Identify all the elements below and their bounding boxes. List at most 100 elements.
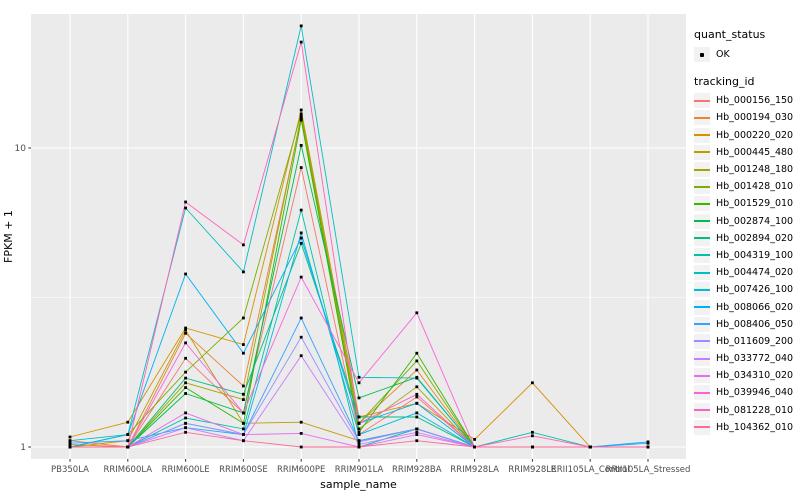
data-point <box>184 326 187 330</box>
data-point <box>531 445 534 449</box>
data-point <box>299 275 303 279</box>
data-point <box>126 439 130 443</box>
data-point <box>184 392 187 395</box>
series-swatch-line <box>694 237 710 240</box>
legend-item-ok: OK <box>694 46 800 63</box>
data-point <box>299 144 303 147</box>
legend-item: Hb_002874_100 <box>694 213 800 230</box>
legend-item-label: Hb_033772_040 <box>716 353 794 365</box>
data-point <box>357 421 361 425</box>
data-point <box>415 376 419 380</box>
legend-item: Hb_000194_030 <box>694 109 800 126</box>
legend-item: Hb_004474_020 <box>694 264 800 281</box>
x-tick-label: RRIM928BA <box>392 465 442 475</box>
series-swatch-line <box>694 151 710 154</box>
data-point <box>68 435 72 439</box>
legend-item: Hb_081228_010 <box>694 402 800 419</box>
legend-item: Hb_104362_010 <box>694 419 800 436</box>
data-point <box>415 433 419 436</box>
data-point <box>184 430 187 434</box>
data-point <box>299 432 303 435</box>
legend-key <box>694 368 710 384</box>
data-point <box>531 434 534 438</box>
data-point <box>299 114 303 118</box>
legend-item-label: Hb_004319_100 <box>716 249 794 261</box>
data-point <box>184 370 187 374</box>
data-point <box>242 316 245 320</box>
series-swatch-line <box>694 374 710 377</box>
legend-key <box>694 419 710 435</box>
series-swatch-line <box>694 271 710 274</box>
data-point <box>357 396 361 400</box>
data-point <box>242 411 245 415</box>
data-point <box>531 381 534 385</box>
legend-item-label: Hb_002874_100 <box>716 215 794 227</box>
data-point <box>415 427 419 431</box>
data-point <box>415 392 419 396</box>
data-point <box>68 441 72 445</box>
data-point <box>357 375 361 379</box>
legend-item-label: Hb_000156_150 <box>716 95 794 107</box>
series-swatch-line <box>694 99 710 102</box>
legend-item: Hb_002894_020 <box>694 230 800 247</box>
data-point <box>473 445 476 449</box>
legend-title-quant-status: quant_status <box>694 28 766 41</box>
data-point <box>299 241 303 245</box>
x-tick-label: RRIM901LA <box>335 465 384 475</box>
legend-key <box>694 247 710 263</box>
data-point <box>357 415 361 419</box>
data-point <box>299 236 303 240</box>
data-point <box>473 438 476 441</box>
data-point <box>415 411 419 415</box>
legend-item: Hb_011609_200 <box>694 333 800 350</box>
data-point <box>184 206 187 210</box>
data-point <box>299 316 303 320</box>
data-point <box>357 427 361 431</box>
series-swatch-line <box>694 185 710 188</box>
x-tick-label: RRIM600LA <box>103 465 152 475</box>
legend-key <box>694 351 710 367</box>
legend-item-label: Hb_008066_020 <box>716 301 794 313</box>
legend-item-label: OK <box>716 49 730 61</box>
data-point <box>299 112 303 116</box>
legend-item-label: Hb_034310_020 <box>716 370 794 382</box>
data-point <box>299 40 303 44</box>
data-point <box>357 381 361 385</box>
data-point <box>242 270 245 274</box>
legend-item: Hb_039946_040 <box>694 384 800 401</box>
data-point <box>242 384 245 388</box>
data-point <box>184 328 187 332</box>
data-point <box>357 440 361 444</box>
legend-item-label: Hb_039946_040 <box>716 387 794 399</box>
data-point <box>415 359 419 363</box>
legend-item: Hb_000445_480 <box>694 144 800 161</box>
legend-key <box>694 47 710 63</box>
legend-item-label: Hb_001428_010 <box>716 181 794 193</box>
legend-item-label: Hb_000445_480 <box>716 146 794 158</box>
legend-key <box>694 162 710 178</box>
legend-item-label: Hb_000220_020 <box>716 129 794 141</box>
data-point <box>126 445 130 449</box>
x-tick-label: RRIM928LE <box>508 465 556 475</box>
x-tick-label: RRIM928LA <box>450 465 499 475</box>
data-point <box>242 398 245 401</box>
legend-key <box>694 282 710 298</box>
legend-item: Hb_001428_010 <box>694 178 800 195</box>
series-swatch-line <box>694 409 710 412</box>
legend-key <box>694 93 710 109</box>
legend-key <box>694 230 710 246</box>
data-point <box>646 445 650 449</box>
x-axis-title: sample_name <box>320 478 397 491</box>
legend-key <box>694 196 710 212</box>
x-tick-label: RRII105LA_Stressed <box>606 465 691 475</box>
legend-item-label: Hb_008406_050 <box>716 318 794 330</box>
data-point <box>415 368 419 372</box>
legend-item-label: Hb_000194_030 <box>716 112 794 124</box>
data-point <box>299 208 303 212</box>
data-point <box>415 430 419 434</box>
data-point <box>184 356 187 360</box>
point-marker-icon <box>700 53 704 58</box>
data-point <box>357 443 361 446</box>
data-point <box>357 430 361 434</box>
